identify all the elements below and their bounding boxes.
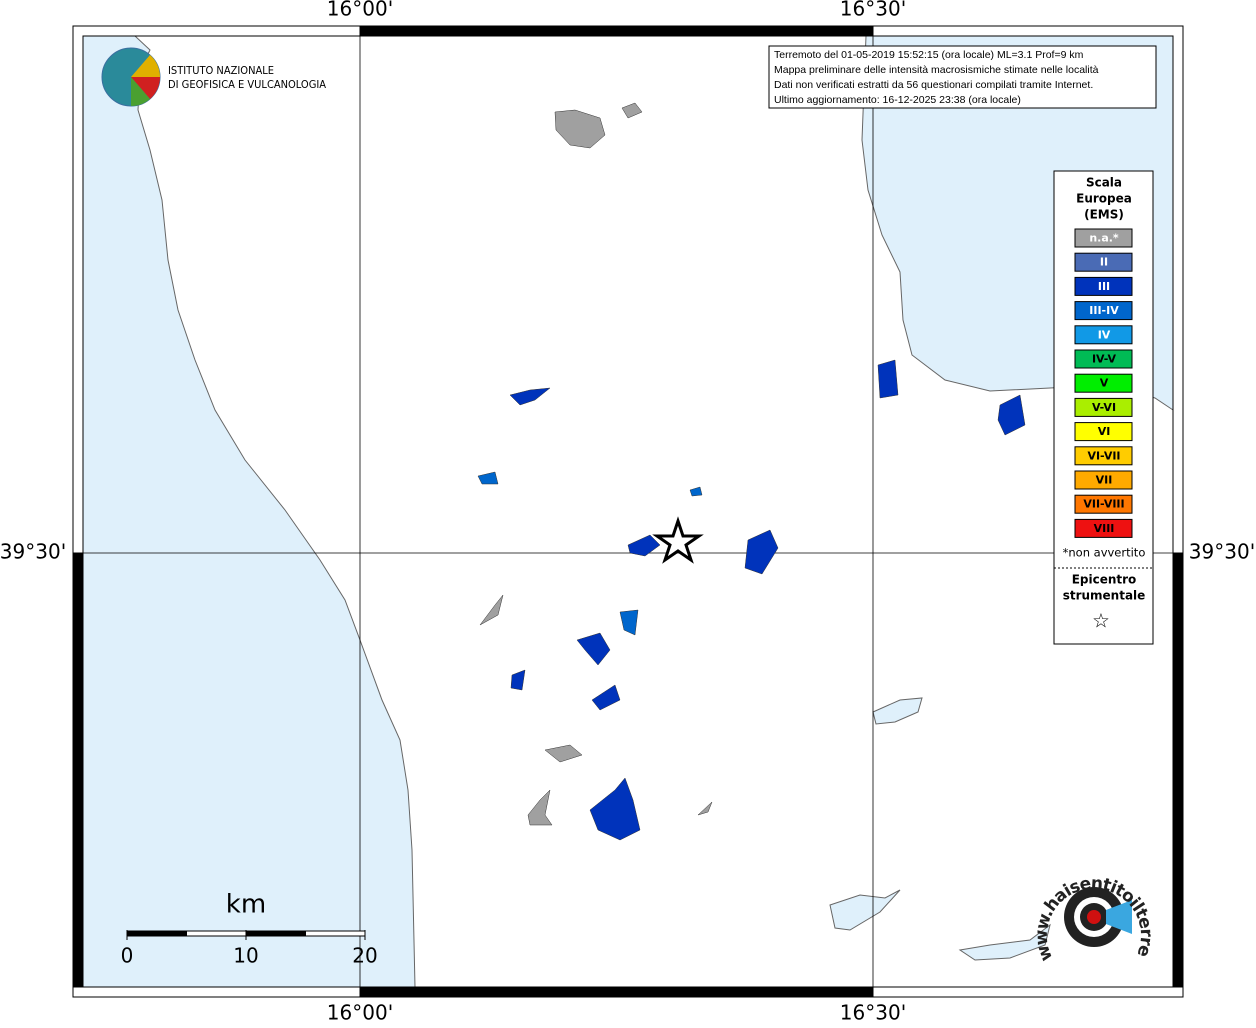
legend: Scala Europea (EMS) *non avvertito Epice… <box>1053 170 1154 645</box>
logo-text: ISTITUTO NAZIONALE <box>168 64 274 77</box>
legend-swatch <box>1074 325 1133 345</box>
legend-swatch <box>1074 397 1133 417</box>
legend-note: *non avvertito <box>1063 546 1146 560</box>
scale-segment <box>305 930 366 937</box>
legend-label: III-IV <box>1089 304 1119 317</box>
legend-label: VI <box>1098 425 1111 438</box>
logo: ISTITUTO NAZIONALE DI GEOFISICA E VULCAN… <box>101 47 326 107</box>
legend-swatch <box>1074 301 1133 321</box>
legend-title: (EMS) <box>1084 208 1124 222</box>
legend-swatch <box>1074 349 1133 369</box>
epicenter <box>652 516 704 564</box>
legend-label: n.a.* <box>1089 232 1119 245</box>
scale-segment <box>186 930 247 937</box>
legend-swatch <box>1074 494 1133 514</box>
legend-swatch <box>1074 470 1133 490</box>
info-line: Mappa preliminare delle intensità macros… <box>774 64 1099 76</box>
localities <box>477 102 1026 841</box>
legend-swatch <box>1074 446 1133 466</box>
legend-label: IV <box>1098 328 1111 341</box>
axis-label: 16°30' <box>840 1001 906 1025</box>
axis-label: 16°00' <box>327 1001 393 1025</box>
info-box: Terremoto del 01-05-2019 15:52:15 (ora l… <box>768 45 1157 109</box>
grid <box>83 36 1173 987</box>
legend-label: IV-V <box>1092 353 1117 366</box>
legend-label: V <box>1100 377 1109 390</box>
legend-epicenter: Epicentro <box>1072 573 1137 587</box>
legend-swatch <box>1074 518 1133 538</box>
logo-text: DI GEOFISICA E VULCANOLOGIA <box>168 78 326 91</box>
legend-title: Europea <box>1076 192 1132 206</box>
legend-label: VII <box>1096 474 1113 487</box>
axis-label: 39°30' <box>1189 540 1255 564</box>
legend-label: VIII <box>1094 522 1115 535</box>
scale-label: 10 <box>233 944 258 968</box>
axis-label: 16°00' <box>327 0 393 21</box>
frame <box>72 25 1184 998</box>
legend-swatch <box>1074 228 1133 248</box>
legend-symbol: ☆ <box>1092 609 1110 633</box>
axis-label: 39°30' <box>0 540 66 564</box>
legend-label: VI-VII <box>1087 449 1120 462</box>
legend-swatch <box>1074 422 1133 442</box>
legend-label: II <box>1100 256 1108 269</box>
scale-unit: km <box>226 890 266 920</box>
scale-segment <box>126 930 187 937</box>
info-line: Dati non verificati estratti da 56 quest… <box>774 79 1093 91</box>
legend-label: III <box>1098 280 1110 293</box>
axis-label: 16°30' <box>840 0 906 21</box>
legend-swatch <box>1074 252 1133 272</box>
legend-epicenter: strumentale <box>1063 589 1146 603</box>
sea <box>82 35 1174 988</box>
scale-label: 0 <box>121 944 134 968</box>
legend-title: Scala <box>1086 176 1122 190</box>
scale-segment <box>245 930 306 937</box>
legend-swatch <box>1074 276 1133 296</box>
legend-label: VII-VIII <box>1083 498 1124 511</box>
info-line: Terremoto del 01-05-2019 15:52:15 (ora l… <box>774 49 1084 61</box>
scale-label: 20 <box>352 944 377 968</box>
info-line: Ultimo aggiornamento: 16-12-2025 23:38 (… <box>774 94 1021 106</box>
legend-label: V-VI <box>1092 401 1116 414</box>
scale-bar: km 0 10 20 <box>121 890 378 968</box>
legend-swatch <box>1074 373 1133 393</box>
